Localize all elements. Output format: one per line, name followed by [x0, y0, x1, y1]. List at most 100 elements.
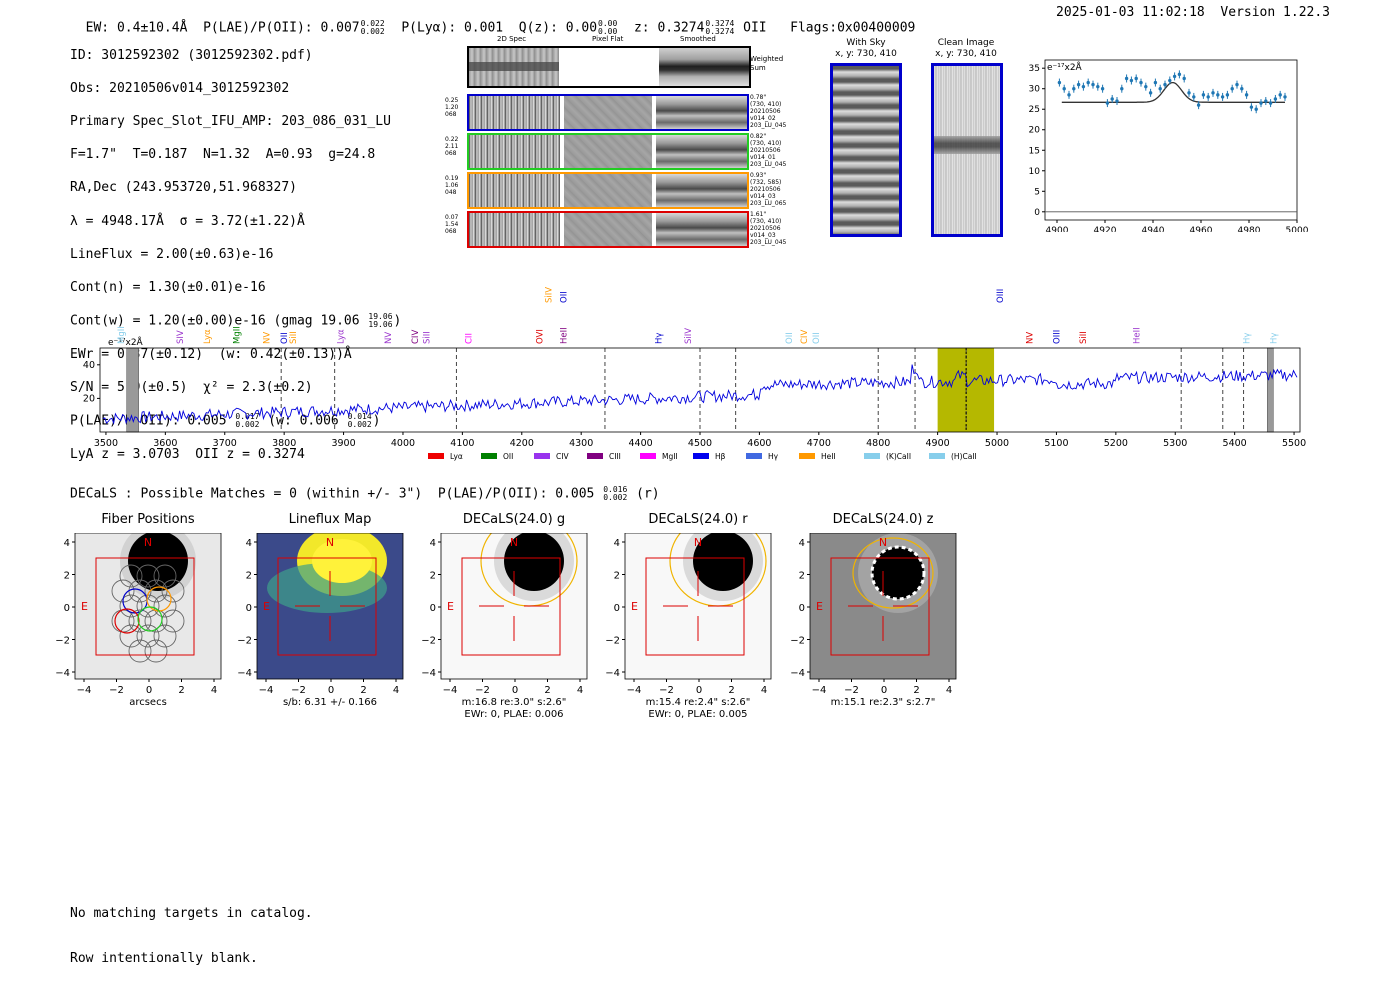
- zoom-xtick-label: 4960: [1190, 226, 1213, 232]
- crosshair: [663, 571, 733, 641]
- panel-xtick-label: −4: [627, 685, 642, 696]
- fiber-circle: [153, 624, 177, 648]
- stamp-2d-spec: [469, 135, 560, 168]
- zoom-xtick-label: 4920: [1094, 226, 1117, 232]
- panel-xtick-label: 2: [360, 685, 366, 696]
- north-marker: N: [144, 536, 152, 549]
- zoom-data-point: [1139, 80, 1143, 85]
- zoom-data-point: [1129, 78, 1134, 83]
- panel-xtick-label: −4: [443, 685, 458, 696]
- fiber-circle: [153, 594, 177, 618]
- spectral-line-label: SIV: [176, 330, 186, 344]
- zoom-data-point: [1182, 76, 1186, 81]
- fiber-highlight-red: [114, 608, 140, 634]
- stamp-2d-spec: [469, 174, 560, 207]
- stamp-left-value: 0.25: [445, 97, 459, 104]
- fiber-circle: [128, 639, 152, 663]
- panel-xtick-label: 2: [544, 685, 550, 696]
- zoom-ytick-label: 35: [1029, 64, 1040, 74]
- zoom-ytick-label: 10: [1029, 167, 1041, 177]
- stamp-left-value: 0.22: [445, 136, 459, 143]
- zoom-data-point: [1105, 101, 1110, 105]
- stamp-right-labels: 0.93" (732, 585) 20210506 v014_03 203_LU_065: [750, 172, 794, 207]
- zoom-data-point: [1062, 87, 1066, 91]
- spectrum-xtick-label: 4300: [569, 438, 593, 449]
- cutout-panel: 2D Spec Pixel Flat Smoothed Weighted Sum …: [445, 34, 795, 256]
- spectral-line-label: SiII: [423, 331, 433, 344]
- spectral-line-label: SiII: [289, 331, 299, 344]
- zoom-unit-label: e⁻¹⁷x2Å: [1047, 61, 1083, 73]
- zoom-xtick-label: 4980: [1238, 226, 1261, 232]
- panel-image-2: N E −4 −2 0 2 4 4 2 0 −2 −4 s/b: 6.31 +/- 0.166: [237, 533, 404, 708]
- stamp-right-value: (730, 410): [750, 101, 782, 108]
- legend-label: Hβ: [715, 452, 726, 461]
- header-plae-lo: 0.002: [360, 26, 385, 36]
- spectrum-xtick-label: 3500: [94, 438, 118, 449]
- header-qz: Q(z): 0.00: [518, 20, 598, 36]
- legend-label: CIV: [556, 452, 569, 461]
- gmag-lo: 19.06: [368, 320, 393, 330]
- decals-band: (r): [636, 486, 660, 502]
- panel-image-4: N E −4 −2 0 2 4 4 2 0 −2 −4 m:15.4 re:2.4" s:2.6"EWr…: [605, 533, 772, 720]
- spectrum-xtick-label: 4500: [688, 438, 712, 449]
- spectrum-xtick-label: 5400: [1223, 438, 1247, 449]
- east-marker: E: [816, 600, 823, 613]
- header-right: 2025-01-03 11:02:18 Version 1.22.3: [1056, 5, 1330, 22]
- east-marker: E: [263, 600, 270, 613]
- with-sky-header: With Sky x, y: 730, 410: [830, 38, 902, 60]
- panel-ytick-label: 2: [799, 571, 805, 582]
- zoom-data-point: [1076, 82, 1081, 87]
- zoom-ytick-label: 25: [1029, 105, 1040, 115]
- stamp-right-value: 20210506: [750, 108, 781, 115]
- panel-caption: arcsecs: [129, 697, 167, 708]
- legend-label: (H)CaII: [951, 452, 977, 461]
- panel-ytick-label: 4: [799, 538, 805, 549]
- zoom-data-point: [1216, 93, 1220, 97]
- panel-frame: [624, 533, 772, 680]
- zoom-data-point: [1268, 101, 1273, 105]
- weighted-sum-stamp: [467, 46, 751, 88]
- header-flags: Flags:0x00400009: [790, 20, 916, 36]
- zoom-data-point: [1096, 84, 1100, 89]
- stamp-left-value: 2.11: [445, 143, 459, 150]
- zoom-data-point: [1192, 95, 1196, 99]
- spectrum-xtick-label: 5300: [1163, 438, 1187, 449]
- panel-title: DECaLS(24.0) z: [832, 512, 934, 527]
- spectral-line-label: Lyα: [203, 329, 213, 344]
- crosshair: [848, 571, 918, 641]
- zoom-data-point: [1196, 103, 1201, 107]
- east-marker: E: [631, 600, 638, 613]
- spectral-line-label: OVI: [536, 329, 546, 344]
- stamp-2d-spec: [469, 213, 560, 246]
- header-z: z: 0.3274: [633, 20, 705, 36]
- spectral-line-label-upper: SiIV: [545, 287, 555, 303]
- aperture-ellipse: [852, 537, 934, 609]
- zoom-data-point: [1134, 76, 1138, 81]
- stamp-smoothed: [656, 96, 747, 129]
- header-z-line: OII: [743, 20, 767, 36]
- search-box: [461, 557, 561, 656]
- stamp-left-value: 068: [445, 150, 457, 157]
- weighted-label: Weighted: [750, 55, 784, 63]
- panel-xtick-label: 0: [146, 685, 152, 696]
- panel-image-5: N E −4 −2 0 2 4 4 2 0 −2 −4 m:15.1 re:2.3" s:2.7": [790, 533, 957, 708]
- spectral-line-label: NV: [1026, 332, 1036, 344]
- header-z-lo: 0.3274: [705, 26, 735, 36]
- panel-ytick-label: −2: [55, 636, 70, 647]
- stamp-right-labels: 0.82" (730, 410) 20210506 v014_01 203_LU_045: [750, 133, 794, 168]
- info-primary: Primary Spec_Slot_IFU_AMP: 203_086_031_L…: [70, 113, 391, 129]
- spectral-line-label: Lyα: [337, 329, 347, 344]
- spectrum-xtick-label: 5200: [1104, 438, 1128, 449]
- spectrum-unit-label: e⁻¹⁷x2Å: [108, 336, 144, 348]
- weighted-sum-label: Weighted Sum: [750, 55, 783, 73]
- stamp-left-value: 068: [445, 228, 457, 235]
- fiber-circle: [161, 579, 185, 603]
- info-plae-end: ): [372, 413, 381, 429]
- stamp-right-value: 203_LU_045: [750, 239, 787, 246]
- zoom-data-point: [1273, 97, 1278, 101]
- stamp-right-value: 203_LU_065: [750, 200, 787, 207]
- legend-label: HeII: [821, 452, 836, 461]
- zoom-data-point: [1072, 87, 1076, 91]
- stamp-right-value: v014_02: [750, 115, 776, 122]
- spectral-line-label: NV: [262, 332, 272, 344]
